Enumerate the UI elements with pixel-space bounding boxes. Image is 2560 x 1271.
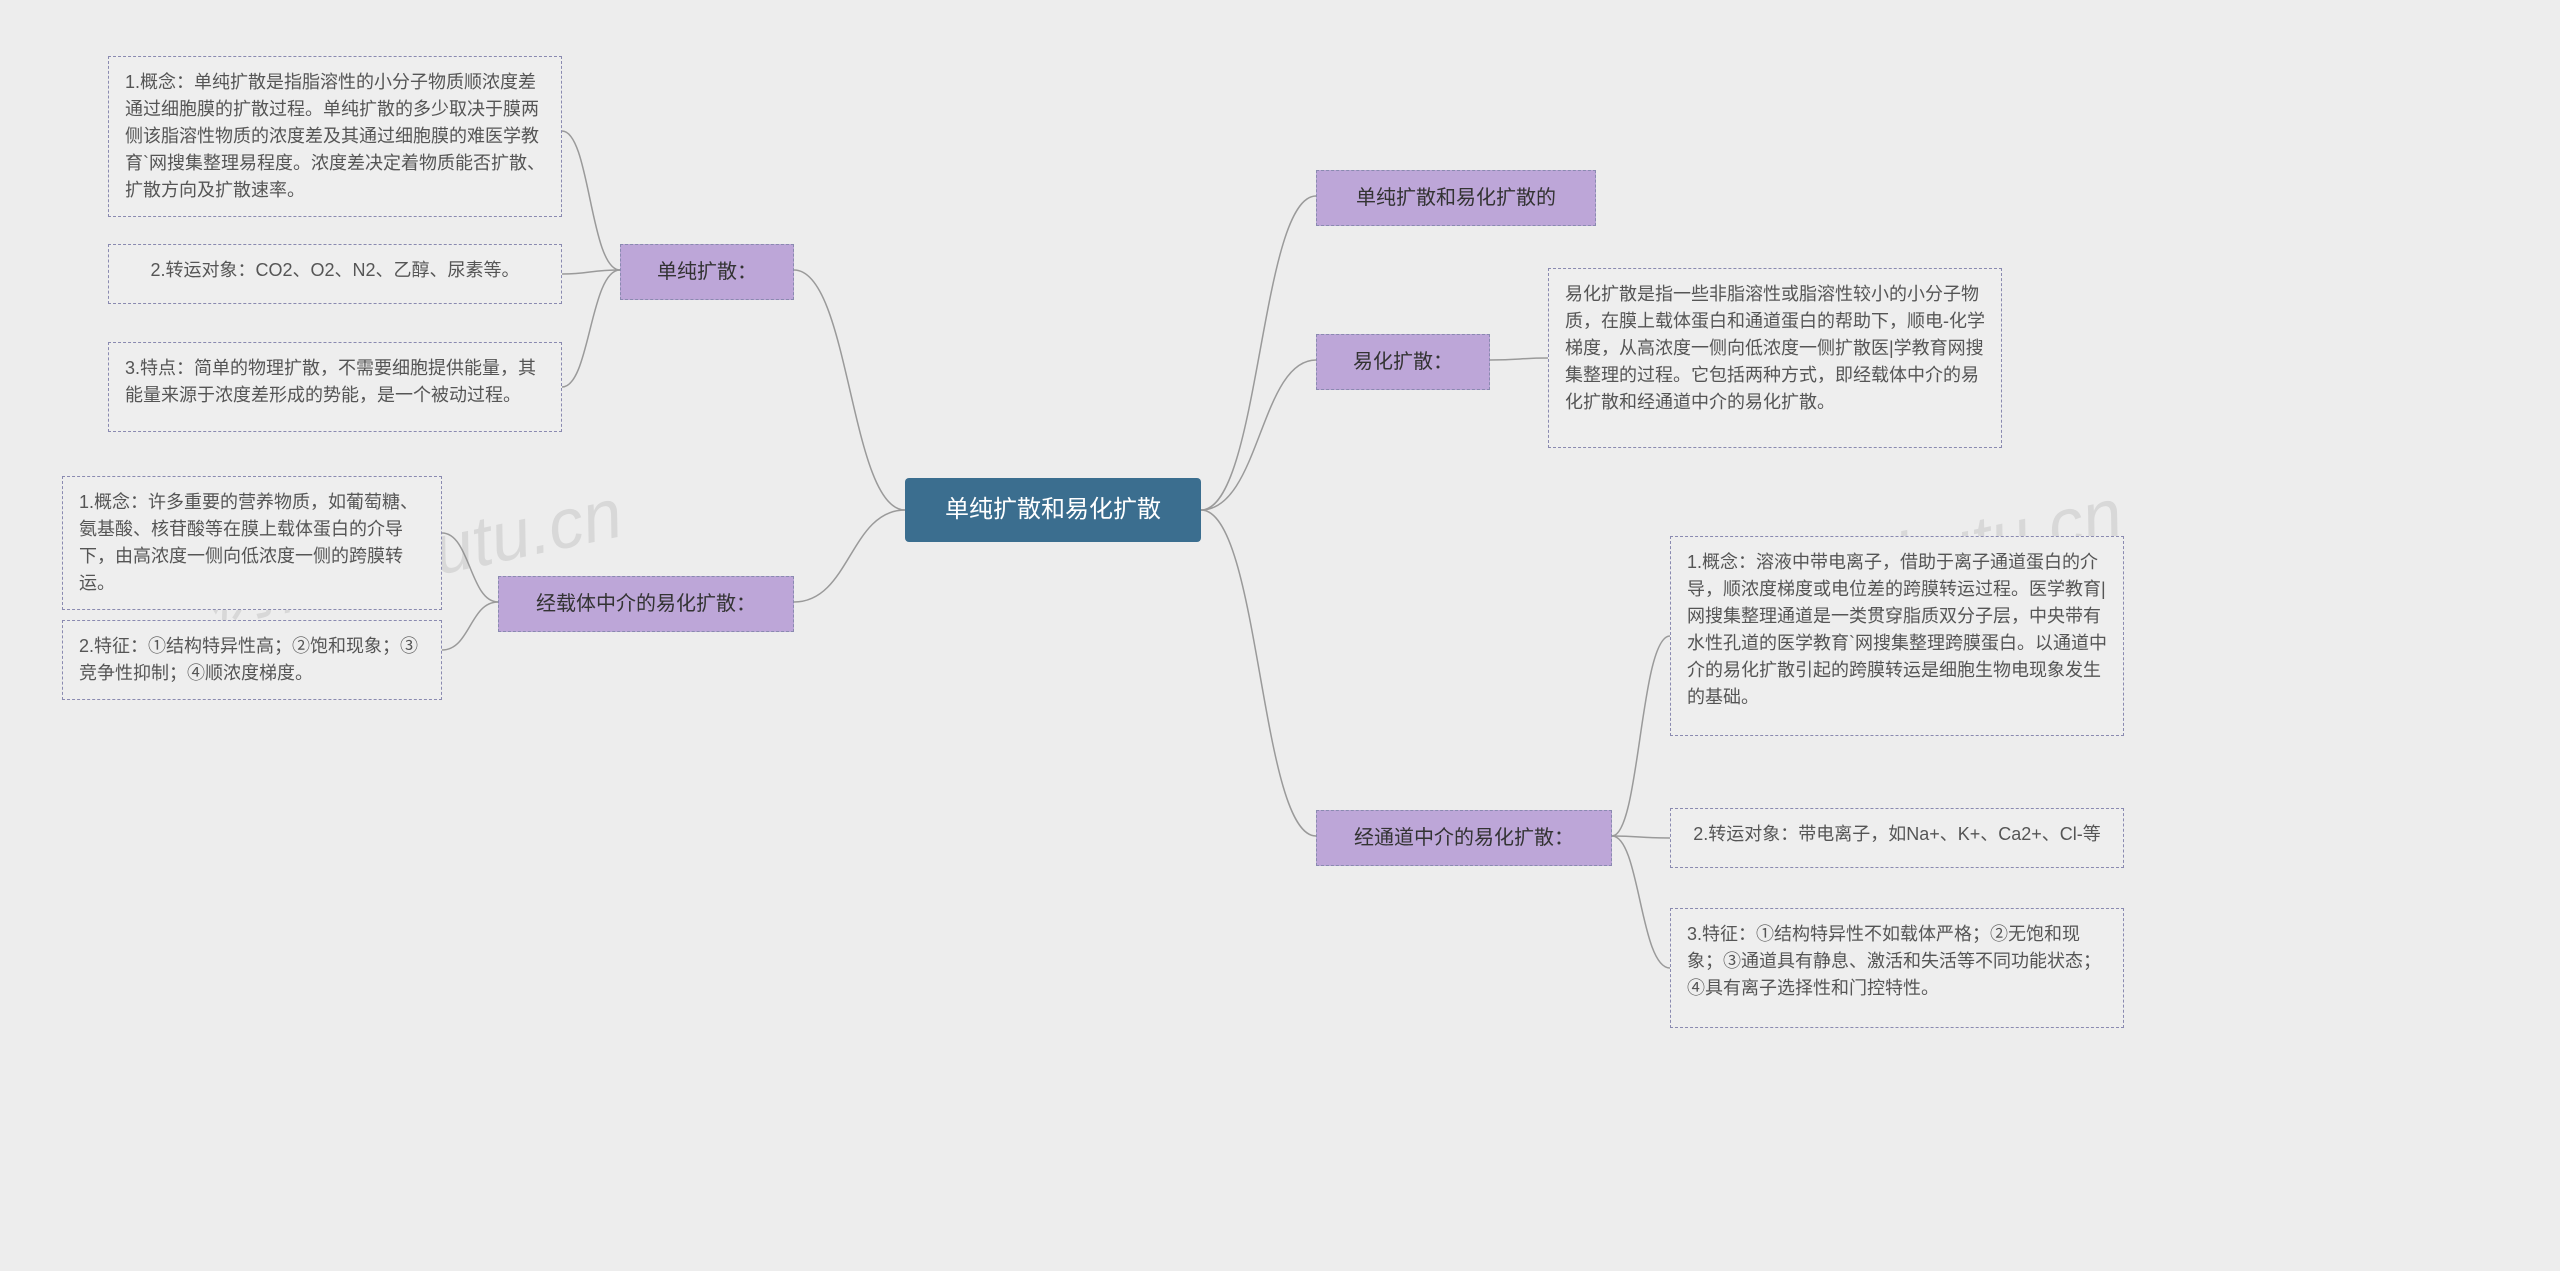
connector	[794, 510, 905, 602]
l-c1: 1.概念：许多重要的营养物质，如葡萄糖、氨基酸、核苷酸等在膜上载体蛋白的介导下，…	[62, 476, 442, 610]
b-simple[interactable]: 单纯扩散：	[620, 244, 794, 300]
l-ch3: 3.特征：①结构特异性不如载体严格；②无饱和现象；③通道具有静息、激活和失活等不…	[1670, 908, 2124, 1028]
connector	[442, 533, 498, 602]
connector	[1612, 636, 1670, 836]
connector	[1612, 836, 1670, 838]
connector	[562, 270, 620, 274]
l-f1: 易化扩散是指一些非脂溶性或脂溶性较小的小分子物质，在膜上载体蛋白和通道蛋白的帮助…	[1548, 268, 2002, 448]
connector	[1612, 836, 1670, 968]
connector	[1201, 360, 1316, 510]
connector	[1201, 510, 1316, 836]
l-ch2: 2.转运对象：带电离子，如Na+、K+、Ca2+、Cl-等	[1670, 808, 2124, 868]
b-carrier[interactable]: 经载体中介的易化扩散：	[498, 576, 794, 632]
l-s2: 2.转运对象：CO2、O2、N2、乙醇、尿素等。	[108, 244, 562, 304]
connector	[562, 270, 620, 387]
connector	[562, 131, 620, 270]
connector	[794, 270, 905, 510]
b-facilitated[interactable]: 易化扩散：	[1316, 334, 1490, 390]
b-channel[interactable]: 经通道中介的易化扩散：	[1316, 810, 1612, 866]
connector	[442, 602, 498, 650]
root-node[interactable]: 单纯扩散和易化扩散	[905, 478, 1201, 542]
connector	[1201, 196, 1316, 510]
l-s3: 3.特点：简单的物理扩散，不需要细胞提供能量，其能量来源于浓度差形成的势能，是一…	[108, 342, 562, 432]
l-c2: 2.特征：①结构特异性高；②饱和现象；③竞争性抑制；④顺浓度梯度。	[62, 620, 442, 700]
l-ch1: 1.概念：溶液中带电离子，借助于离子通道蛋白的介导，顺浓度梯度或电位差的跨膜转运…	[1670, 536, 2124, 736]
connector	[1490, 358, 1548, 360]
b-compare[interactable]: 单纯扩散和易化扩散的	[1316, 170, 1596, 226]
l-s1: 1.概念：单纯扩散是指脂溶性的小分子物质顺浓度差通过细胞膜的扩散过程。单纯扩散的…	[108, 56, 562, 217]
